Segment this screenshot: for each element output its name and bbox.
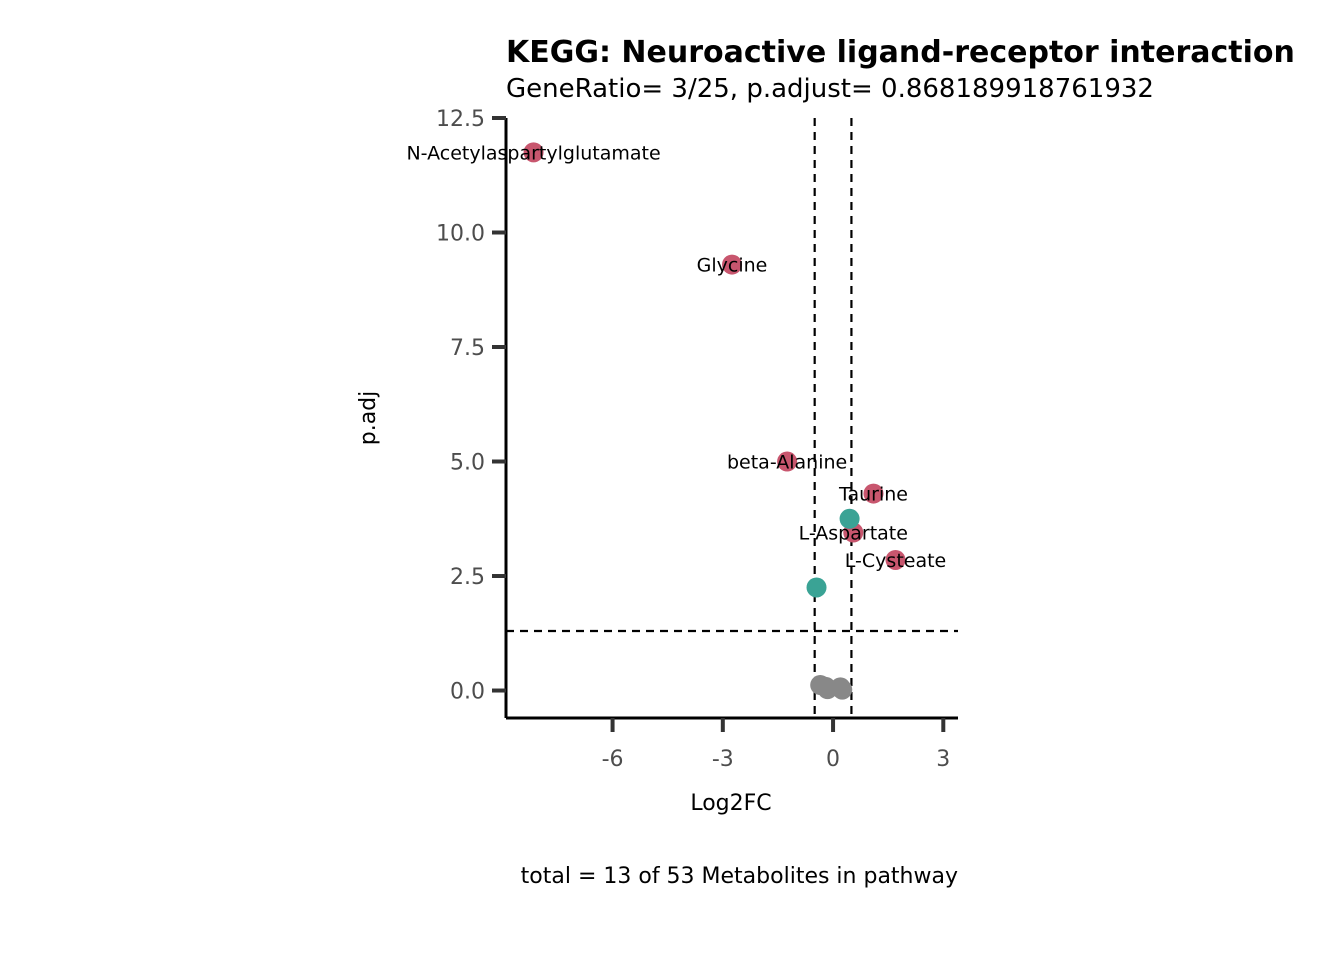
y-tick-label: 5.0 <box>450 451 485 476</box>
y-tick-label: 0.0 <box>450 680 485 705</box>
data-point <box>806 577 827 598</box>
data-label: N-Acetylaspartylglutamate <box>406 142 660 164</box>
data-label: L-Cysteate <box>845 550 946 572</box>
chart-caption: total = 13 of 53 Metabolites in pathway <box>521 864 958 889</box>
data-point <box>885 549 906 570</box>
x-axis-title: Log2FC <box>690 791 771 816</box>
data-label: beta-Alanine <box>727 452 847 474</box>
point-labels: N-Acetylaspartylglutamate Glycine beta-Ala… <box>406 142 946 572</box>
x-tick-label: 3 <box>936 747 950 772</box>
y-tick-label: 7.5 <box>450 336 485 361</box>
data-point <box>523 142 544 163</box>
data-label: Taurine <box>838 484 908 506</box>
chart-title: KEGG: Neuroactive ligand-receptor intera… <box>506 35 1295 70</box>
data-point <box>832 679 853 700</box>
y-axis-title: p.adj <box>356 391 381 446</box>
axes: 0.0 2.5 5.0 7.5 10.0 12.5 -6 -3 0 3 <box>436 107 958 772</box>
data-point <box>777 451 798 472</box>
data-point <box>863 483 884 504</box>
data-label: L-Aspartate <box>799 523 908 545</box>
y-tick-label: 10.0 <box>436 222 485 247</box>
data-label: Glycine <box>697 255 768 277</box>
chart-subtitle: GeneRatio= 3/25, p.adjust= 0.86818991876… <box>506 74 1154 104</box>
threshold-lines <box>506 118 958 718</box>
data-point <box>839 508 860 529</box>
data-points <box>523 142 906 700</box>
x-tick-label: -6 <box>602 747 624 772</box>
y-tick-label: 2.5 <box>450 565 485 590</box>
y-tick-label: 12.5 <box>436 107 485 132</box>
x-tick-label: -3 <box>712 747 734 772</box>
x-tick-label: 0 <box>826 747 840 772</box>
data-point <box>722 254 742 275</box>
